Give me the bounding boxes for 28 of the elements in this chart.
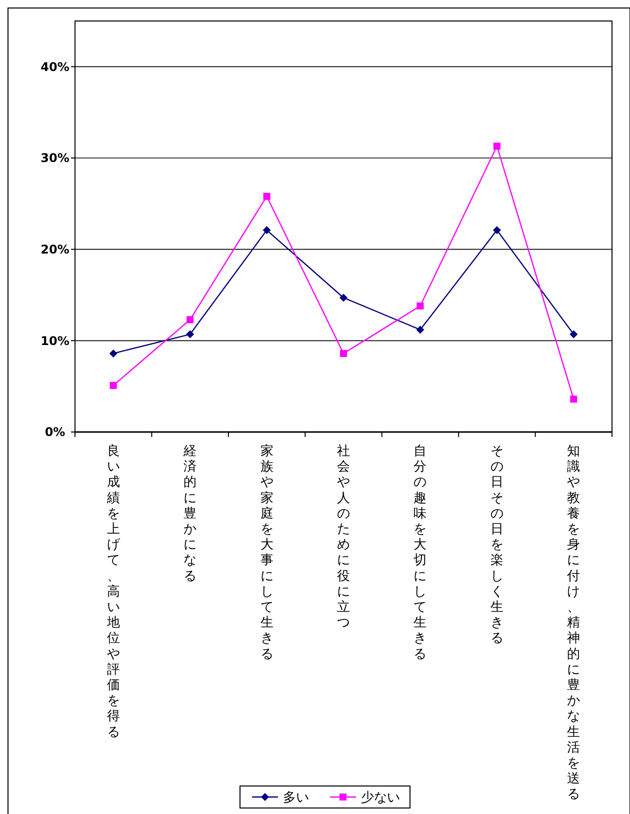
point [262,226,271,234]
point [570,396,578,403]
point [109,349,118,358]
legend-label: 多い [283,790,309,806]
category-label: 良い成績を上げて、高い地位や評価を得る [106,444,120,740]
category-label: 知識や教養を身に付け、精神的に豊かな生活を送る [567,444,580,802]
category-label: 社会や人のために役に立つ [337,444,350,631]
y-tick-label: 0% [44,425,66,440]
category-label: その日その日を楽しく生きる [490,444,504,646]
point [493,142,500,150]
point [110,382,117,389]
category-label: 経済的に豊かになる [184,444,197,584]
point [263,192,270,200]
category-label: 自分の趣味を大切にして生きる [414,444,427,662]
legend-label: 少ない [361,790,400,806]
y-tick-label: 40% [40,60,70,74]
point [340,350,347,357]
y-tick-label: 30% [40,151,70,166]
y-tick-label: 10% [40,334,70,348]
point [570,330,578,338]
point [186,316,194,324]
category-label: 家族や家庭を大事にして生きる [260,444,274,662]
y-tick-label: 20% [40,242,70,257]
point [416,302,424,310]
point [186,330,194,338]
point [340,294,348,302]
point [492,226,501,234]
point [416,326,424,334]
